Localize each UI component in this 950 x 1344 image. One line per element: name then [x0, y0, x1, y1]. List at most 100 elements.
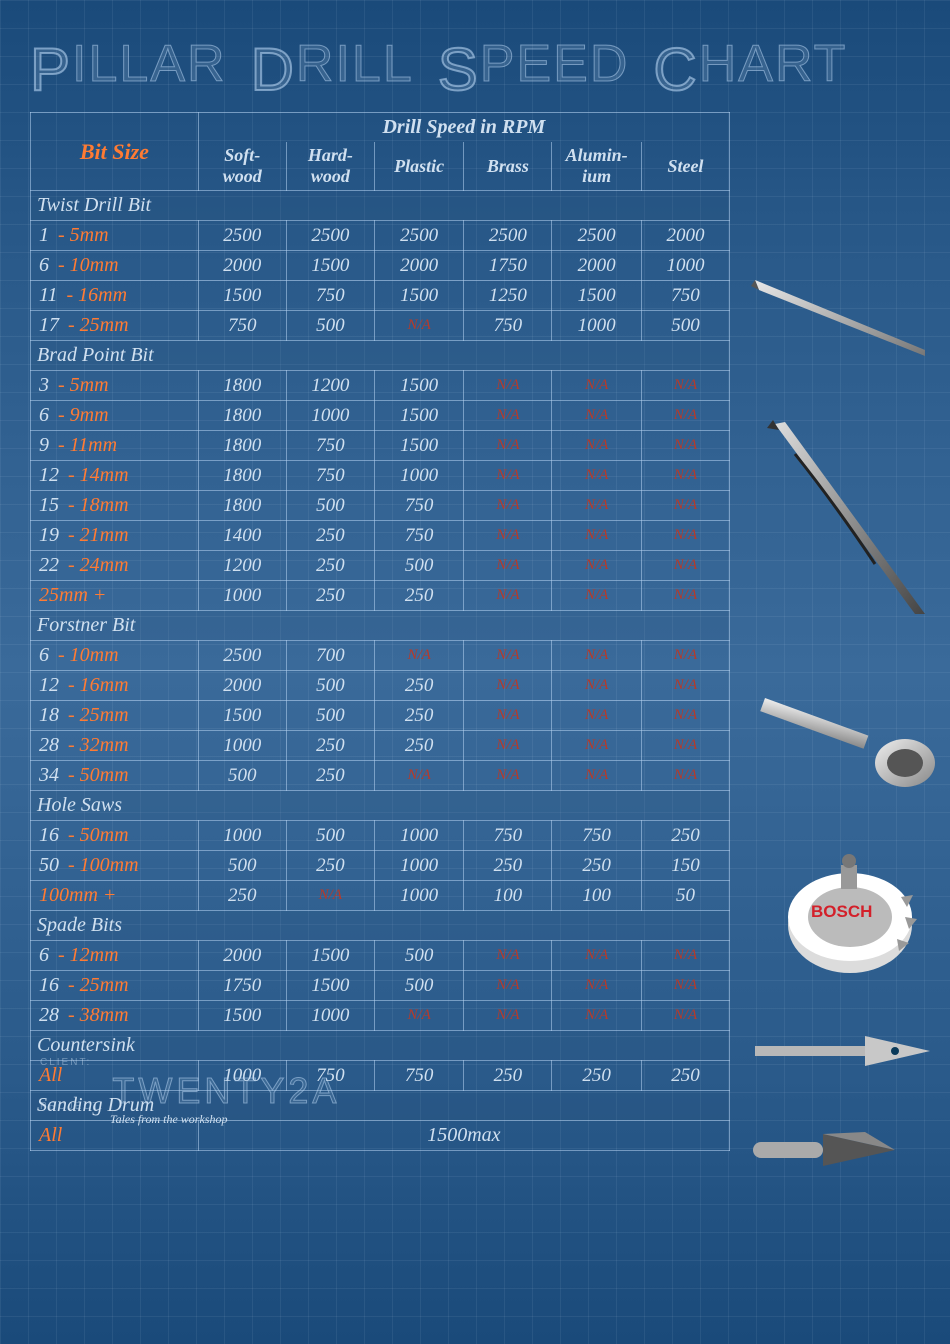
- bit-size-cell: 34 - 50mm: [31, 761, 199, 791]
- na-cell: N/A: [464, 461, 552, 491]
- speed-cell: 1200: [198, 551, 286, 581]
- project-label: PROJECT:: [40, 1101, 104, 1112]
- table-row: 9 - 11mm18007501500N/AN/AN/A: [31, 431, 730, 461]
- table-row: 34 - 50mm500250N/AN/AN/AN/A: [31, 761, 730, 791]
- na-cell: N/A: [552, 701, 641, 731]
- na-cell: N/A: [464, 491, 552, 521]
- speed-cell: 1000: [198, 581, 286, 611]
- section-forstner-bit: Forstner Bit: [31, 611, 730, 641]
- speed-cell: 250: [286, 521, 374, 551]
- na-cell: N/A: [641, 641, 729, 671]
- na-cell: N/A: [552, 1001, 641, 1031]
- na-cell: N/A: [374, 1001, 463, 1031]
- na-cell: N/A: [641, 1001, 729, 1031]
- na-cell: N/A: [464, 701, 552, 731]
- na-cell: N/A: [641, 971, 729, 1001]
- speed-cell: 2000: [198, 671, 286, 701]
- speed-cell: 500: [286, 671, 374, 701]
- hole-saw-brand: BOSCH: [811, 902, 872, 921]
- bit-size-cell: 25mm +: [31, 581, 199, 611]
- na-cell: N/A: [641, 941, 729, 971]
- na-cell: N/A: [641, 671, 729, 701]
- speed-cell: 250: [374, 731, 463, 761]
- speed-cell: 150: [641, 851, 729, 881]
- speed-cell: 750: [641, 281, 729, 311]
- speed-cell: 1500: [286, 941, 374, 971]
- bit-size-cell: 18 - 25mm: [31, 701, 199, 731]
- speed-cell: 250: [286, 731, 374, 761]
- section-brad-point-bit: Brad Point Bit: [31, 341, 730, 371]
- col-brass: Brass: [464, 142, 552, 191]
- speed-cell: 500: [286, 701, 374, 731]
- na-cell: N/A: [374, 761, 463, 791]
- page-title: PillarDrillSpeedChart: [30, 34, 920, 94]
- na-cell: N/A: [641, 491, 729, 521]
- speed-cell: 750: [464, 311, 552, 341]
- footer: CLIENT: PROJECT: TWENTY2A Tales from the…: [40, 1052, 340, 1127]
- countersink-icon: [745, 1110, 935, 1190]
- page: PillarDrillSpeedChart Bit Size Drill Spe…: [0, 0, 950, 1161]
- na-cell: N/A: [641, 401, 729, 431]
- na-cell: N/A: [641, 431, 729, 461]
- na-cell: N/A: [464, 761, 552, 791]
- speed-cell: 2000: [374, 251, 463, 281]
- na-cell: N/A: [464, 521, 552, 551]
- forstner-icon: [745, 668, 935, 818]
- speed-cell: 250: [374, 671, 463, 701]
- na-cell: N/A: [464, 581, 552, 611]
- table-row: 100mm +250N/A100010010050: [31, 881, 730, 911]
- table-row: 12 - 14mm18007501000N/AN/AN/A: [31, 461, 730, 491]
- na-cell: N/A: [552, 521, 641, 551]
- speed-cell: 100: [464, 881, 552, 911]
- bit-size-cell: 100mm +: [31, 881, 199, 911]
- col-plastic: Plastic: [374, 142, 463, 191]
- bit-size-cell: 16 - 25mm: [31, 971, 199, 1001]
- col-aluminium: Alumin-ium: [552, 142, 641, 191]
- na-cell: N/A: [552, 491, 641, 521]
- bit-size-cell: 12 - 16mm: [31, 671, 199, 701]
- speed-cell: 1800: [198, 461, 286, 491]
- bit-size-cell: 22 - 24mm: [31, 551, 199, 581]
- speed-cell: 250: [374, 581, 463, 611]
- speed-cell: 500: [286, 491, 374, 521]
- speed-cell: 1800: [198, 491, 286, 521]
- table-row: 28 - 32mm1000250250N/AN/AN/A: [31, 731, 730, 761]
- na-cell: N/A: [552, 641, 641, 671]
- speed-cell: 1000: [198, 821, 286, 851]
- speed-cell: 1500: [286, 971, 374, 1001]
- speed-cell: 500: [286, 821, 374, 851]
- na-cell: N/A: [552, 671, 641, 701]
- col-steel: Steel: [641, 142, 729, 191]
- na-cell: N/A: [464, 971, 552, 1001]
- table-row: 3 - 5mm180012001500N/AN/AN/A: [31, 371, 730, 401]
- bit-size-cell: 28 - 32mm: [31, 731, 199, 761]
- col-hardwood: Hard-wood: [286, 142, 374, 191]
- speed-cell: 1800: [198, 431, 286, 461]
- speed-cell: 750: [286, 461, 374, 491]
- bit-thumbs: BOSCH: [740, 240, 940, 1190]
- na-cell: N/A: [641, 581, 729, 611]
- speed-cell: 250: [374, 701, 463, 731]
- na-cell: N/A: [552, 431, 641, 461]
- table-row: 17 - 25mm750500N/A7501000500: [31, 311, 730, 341]
- speed-cell: 2000: [198, 941, 286, 971]
- speed-cell: 1500: [552, 281, 641, 311]
- table-row: 18 - 25mm1500500250N/AN/AN/A: [31, 701, 730, 731]
- na-cell: N/A: [464, 431, 552, 461]
- bit-size-cell: 3 - 5mm: [31, 371, 199, 401]
- speed-table: Bit Size Drill Speed in RPM Soft-woodHar…: [30, 112, 730, 1151]
- na-cell: N/A: [552, 461, 641, 491]
- na-cell: N/A: [641, 761, 729, 791]
- speed-cell: 2500: [374, 221, 463, 251]
- speed-cell: 1000: [286, 1001, 374, 1031]
- speed-cell: 500: [641, 311, 729, 341]
- speed-cell: 50: [641, 881, 729, 911]
- table-row: 12 - 16mm2000500250N/AN/AN/A: [31, 671, 730, 701]
- na-cell: N/A: [552, 761, 641, 791]
- section-twist-drill-bit: Twist Drill Bit: [31, 191, 730, 221]
- speed-cell: 500: [286, 311, 374, 341]
- bit-size-cell: 1 - 5mm: [31, 221, 199, 251]
- table-row: 15 - 18mm1800500750N/AN/AN/A: [31, 491, 730, 521]
- table-row: 25mm +1000250250N/AN/AN/A: [31, 581, 730, 611]
- na-cell: N/A: [286, 881, 374, 911]
